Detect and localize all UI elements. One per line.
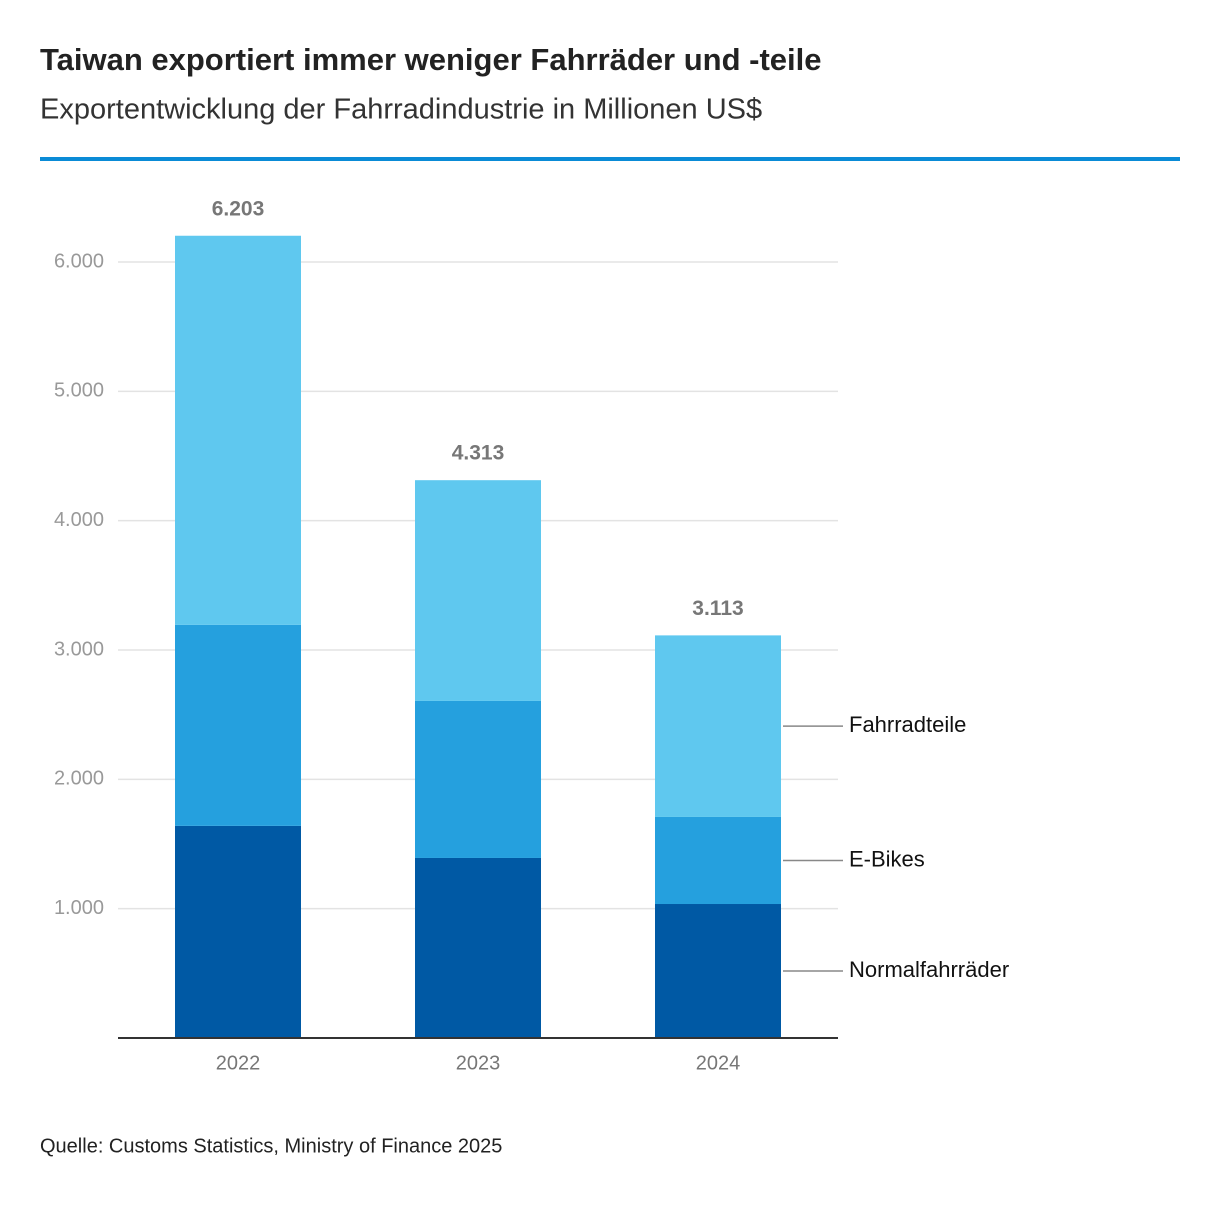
total-label: 6.203: [212, 197, 265, 220]
legend-label: Fahrradteile: [849, 712, 966, 737]
total-label: 3.113: [692, 597, 743, 620]
y-tick-label: 6.000: [54, 250, 104, 272]
header-rule: [40, 157, 1180, 161]
y-tick-label: 3.000: [54, 638, 104, 660]
y-tick-label: 1.000: [54, 897, 104, 919]
bar-segment: [175, 624, 301, 826]
bar-segment: [655, 904, 781, 1038]
x-tick-label: 2023: [456, 1052, 501, 1074]
bar-segment: [175, 235, 301, 625]
bar-segment: [655, 816, 781, 905]
source: Quelle: Customs Statistics, Ministry of …: [40, 1135, 502, 1157]
y-tick-label: 5.000: [54, 380, 104, 402]
bar-segment: [415, 857, 541, 1038]
legend-label: Normalfahrräder: [849, 957, 1009, 982]
x-tick-label: 2022: [216, 1052, 261, 1074]
bar-segment: [415, 700, 541, 858]
bar-segment: [175, 825, 301, 1038]
bar-segment: [655, 635, 781, 817]
y-tick-label: 2.000: [54, 768, 104, 790]
y-tick-label: 4.000: [54, 509, 104, 531]
chart-title: Taiwan exportiert immer weniger Fahrräde…: [40, 42, 822, 77]
x-tick-label: 2024: [696, 1052, 741, 1074]
chart-subtitle: Exportentwicklung der Fahrradindustrie i…: [40, 94, 762, 126]
total-label: 4.313: [452, 442, 505, 465]
legend-label: E-Bikes: [849, 846, 925, 871]
bar-segment: [415, 480, 541, 701]
